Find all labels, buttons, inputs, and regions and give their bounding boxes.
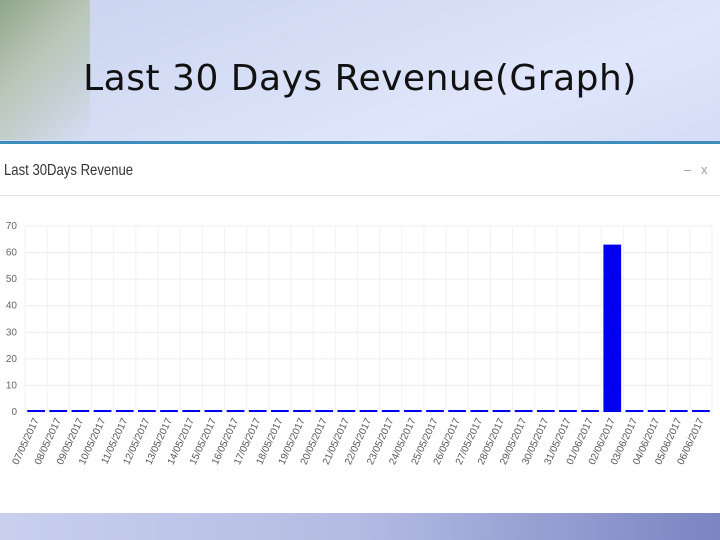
minus-icon[interactable]: – [684,162,692,177]
bar [71,410,90,412]
bar [536,410,555,412]
bar [204,410,223,412]
bar [381,410,400,412]
bar [93,410,112,412]
bar [559,410,577,412]
y-tick-label: 20 [6,354,18,365]
revenue-panel: Last 30Days Revenue – x 0 10 20 30 40 50 60 70 0… [0,141,720,513]
panel-divider [0,195,720,196]
bar [692,410,710,412]
bar [669,410,688,412]
bar [359,410,378,412]
bar [403,410,422,412]
bar [49,410,68,412]
bar [226,410,245,412]
bar [160,410,178,412]
bar [293,410,311,412]
y-tick-label: 70 [6,221,18,232]
bar [581,410,599,412]
bar [115,410,134,412]
bar [514,410,533,412]
slide-footer-strip [0,513,720,540]
bar [448,410,467,412]
slide-title: Last 30 Days Revenue(Graph) [83,58,637,99]
bar [492,410,511,412]
y-tick-label: 60 [6,248,18,259]
bar [27,410,45,412]
bar [182,410,201,412]
panel-title: Last 30Days Revenue [4,162,134,179]
bar [625,410,644,412]
bar [647,410,666,412]
y-tick-label: 30 [6,327,18,338]
y-tick-label: 50 [6,274,18,285]
y-tick-label: 0 [11,407,17,418]
y-tick-label: 10 [6,380,18,391]
bar [603,244,622,412]
bar [426,410,444,412]
revenue-bar-chart: 01020304050607007/05/201708/05/201709/05… [6,221,713,467]
bar [315,410,334,412]
bar [248,410,267,412]
bar [470,410,489,412]
bar [138,410,156,412]
close-icon[interactable]: x [701,162,708,177]
y-tick-label: 40 [6,301,18,312]
slide-corner-decoration [0,0,90,140]
bar [337,410,356,412]
bar [270,410,289,412]
